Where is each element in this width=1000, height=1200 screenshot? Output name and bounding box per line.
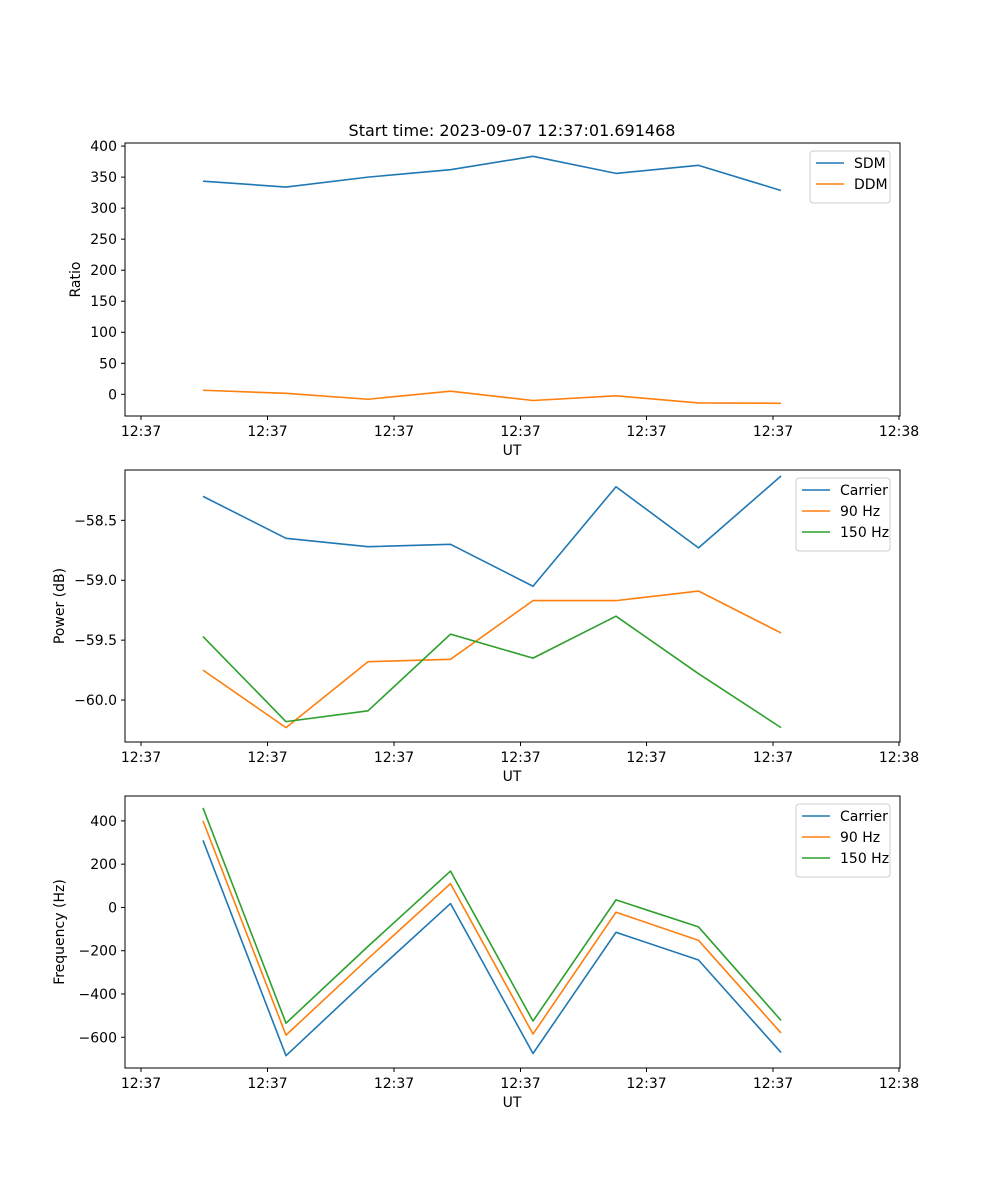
x-tick-label: 12:37 (753, 1076, 793, 1092)
y-tick-label: 150 (90, 294, 117, 310)
series-line-sdm (202, 155, 782, 192)
y-tick-label: 0 (108, 387, 117, 403)
series-line-90-hz (202, 820, 782, 1036)
x-tick-label: 12:38 (879, 424, 919, 440)
x-tick-label: 12:37 (121, 424, 161, 440)
x-tick-label: 12:37 (753, 424, 793, 440)
legend: Carrier 90 Hz 150 Hz (795, 803, 891, 878)
x-tick-label: 12:37 (500, 1076, 540, 1092)
legend-entry: DDM (854, 177, 888, 193)
y-tick-label: −59.0 (74, 573, 117, 589)
x-tick-label: 12:37 (247, 750, 287, 766)
legend-entry: Carrier (840, 809, 888, 825)
y-tick-label: −59.5 (74, 633, 117, 649)
y-tick-label: −400 (79, 987, 117, 1003)
series-line-carrier (202, 840, 782, 1057)
y-tick-label: 0 (108, 900, 117, 916)
y-axis-label: Frequency (Hz) (52, 879, 68, 985)
x-tick-label: 12:37 (753, 750, 793, 766)
x-tick-label: 12:37 (374, 750, 414, 766)
subplot-2: 12:37 12:37 12:37 12:37 12:37 12:37 12:38 −60.0… (52, 469, 919, 785)
legend: Carrier 90 Hz 150 Hz (795, 477, 891, 552)
legend-entry: 90 Hz (840, 504, 880, 520)
x-tick-label: 12:37 (121, 750, 161, 766)
plots: 12:37 12:37 12:37 12:37 12:37 12:37 12:38 0 50 10… (52, 139, 919, 1111)
y-tick-label: −60.0 (74, 693, 117, 709)
legend-box (809, 150, 891, 204)
series-line-ddm (202, 389, 782, 405)
x-tick-label: 12:37 (247, 424, 287, 440)
y-tick-label: −600 (79, 1030, 117, 1046)
y-tick-label: −58.5 (74, 513, 117, 529)
series-line-carrier (202, 475, 782, 588)
y-tick-label: 200 (90, 263, 117, 279)
y-tick-label: 250 (90, 232, 117, 248)
chart-title: Start time: 2023-09-07 12:37:01.691468 (349, 121, 676, 140)
y-tick-label: −200 (79, 944, 117, 960)
x-tick-label: 12:37 (247, 1076, 287, 1092)
legend-entry: Carrier (840, 483, 888, 499)
legend-entry: 150 Hz (840, 525, 889, 541)
x-tick-label: 12:37 (374, 1076, 414, 1092)
legend-entry: 90 Hz (840, 830, 880, 846)
x-tick-label: 12:38 (879, 750, 919, 766)
y-axis-label: Power (dB) (52, 568, 68, 644)
axes-frame (124, 142, 901, 417)
y-tick-label: 200 (90, 857, 117, 873)
y-tick-label: 100 (90, 325, 117, 341)
y-tick-label: 300 (90, 201, 117, 217)
x-tick-label: 12:37 (121, 1076, 161, 1092)
x-tick-label: 12:37 (626, 750, 666, 766)
x-axis-label: UT (503, 1095, 522, 1111)
x-tick-label: 12:37 (626, 1076, 666, 1092)
y-tick-label: 400 (90, 139, 117, 155)
series-line-150-hz (202, 807, 782, 1025)
x-tick-label: 12:37 (500, 750, 540, 766)
x-axis-label: UT (503, 769, 522, 785)
series-line-90-hz (202, 590, 782, 729)
subplot-3: 12:37 12:37 12:37 12:37 12:37 12:37 12:38 −600 −… (52, 795, 919, 1111)
x-axis-label: UT (503, 443, 522, 459)
legend: SDM DDM (809, 150, 891, 204)
legend-entry: 150 Hz (840, 851, 889, 867)
legend-entry: SDM (854, 156, 886, 172)
axes-frame (124, 469, 901, 743)
series-line-150-hz (202, 615, 782, 729)
y-axis-label: Ratio (68, 262, 84, 298)
y-tick-label: 350 (90, 170, 117, 186)
x-tick-label: 12:37 (500, 424, 540, 440)
x-tick-label: 12:37 (374, 424, 414, 440)
axes-frame (124, 795, 901, 1069)
x-tick-label: 12:37 (626, 424, 666, 440)
subplot-1: 12:37 12:37 12:37 12:37 12:37 12:37 12:38 0 50 10… (68, 139, 919, 459)
y-tick-label: 50 (99, 356, 117, 372)
y-tick-label: 400 (90, 814, 117, 830)
x-tick-label: 12:38 (879, 1076, 919, 1092)
